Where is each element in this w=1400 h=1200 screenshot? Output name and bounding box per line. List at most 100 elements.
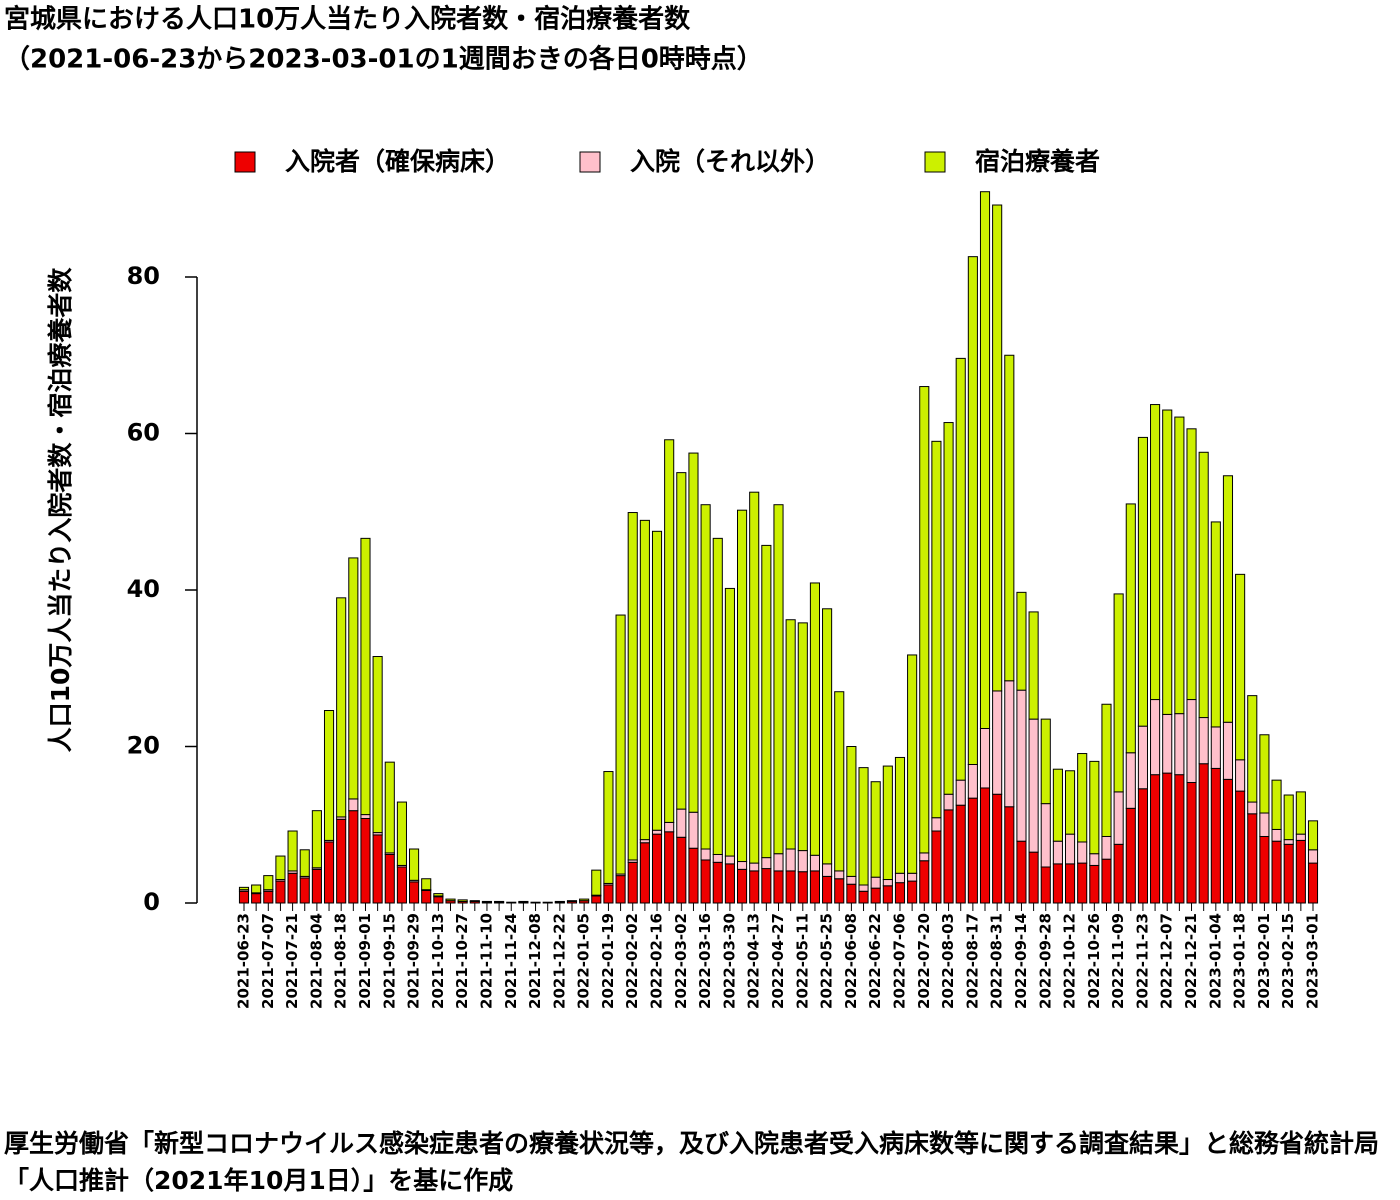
x-tick-label: 2022-05-11 — [793, 913, 811, 1009]
bar-segment — [724, 855, 735, 865]
bar-segment — [749, 870, 760, 904]
bar-segment — [894, 756, 906, 874]
bar-segment — [311, 868, 322, 904]
bar-segment — [591, 895, 602, 904]
bar-segment — [1186, 781, 1197, 904]
bar-segment — [1089, 864, 1100, 904]
bar-segment — [336, 597, 347, 818]
legend-swatch — [234, 151, 256, 173]
bar-segment — [919, 386, 930, 854]
bar-segment — [664, 439, 675, 823]
bar-segment — [1052, 768, 1063, 842]
bar-segment — [1295, 839, 1306, 904]
bar-segment — [943, 793, 954, 811]
bar-segment — [1064, 833, 1076, 865]
x-tick-label: 2021-08-04 — [307, 913, 325, 1009]
bar-segment — [773, 504, 784, 855]
bar-segment — [1028, 718, 1039, 853]
bar-segment — [773, 853, 784, 872]
bar-segment — [712, 853, 723, 863]
bar-segment — [1028, 851, 1039, 904]
bar-segment — [1186, 428, 1197, 701]
bar-segment — [773, 870, 784, 904]
bar-segment — [603, 884, 614, 904]
bar-segment — [506, 901, 517, 904]
bar-segment — [907, 872, 918, 882]
bar-segment — [1247, 695, 1258, 803]
x-tick-label: 2023-02-01 — [1255, 913, 1273, 1009]
bar-segment — [846, 883, 857, 904]
bar-segment — [384, 761, 395, 854]
bar-segment — [1307, 849, 1319, 864]
bar-segment — [822, 875, 833, 904]
bar-segment — [712, 861, 723, 904]
chart: 宮城県における人口10万人当たり入院者数・宿泊療養者数 （2021-06-23か… — [4, 4, 1322, 1009]
x-tick-label: 2021-10-27 — [453, 913, 471, 1009]
bar-segment — [664, 821, 675, 833]
x-tick-label: 2021-09-01 — [356, 913, 374, 1009]
bar-segment — [591, 869, 602, 896]
bar-segment — [421, 889, 432, 904]
bar-segment — [1210, 521, 1221, 728]
x-tick-label: 2021-09-29 — [405, 913, 423, 1009]
x-tick-label: 2022-05-25 — [818, 913, 836, 1009]
bar-segment — [688, 452, 699, 813]
x-tick-label: 2022-07-06 — [890, 913, 908, 1009]
bar-segment — [287, 872, 298, 904]
bar-segment — [1222, 721, 1234, 780]
bar-segment — [1162, 409, 1173, 715]
bar-segment — [1077, 841, 1088, 864]
bar-segment — [1125, 752, 1136, 809]
bar-segment — [1064, 770, 1076, 835]
bar-segment — [627, 512, 638, 861]
bar-segment — [311, 810, 322, 869]
bar-segment — [737, 509, 748, 863]
bar-segment — [761, 857, 772, 870]
bar-segment — [967, 797, 978, 904]
bar-segment — [1125, 503, 1136, 754]
bar-segment — [834, 691, 845, 872]
bar-segment — [1089, 760, 1100, 855]
bar-segment — [530, 901, 541, 904]
x-tick-label: 2021-07-21 — [283, 913, 301, 1009]
bar-segment — [1101, 835, 1112, 860]
bar-segment — [299, 849, 310, 877]
legend-swatch — [924, 151, 946, 173]
x-tick-label: 2022-02-16 — [648, 913, 666, 1009]
bar-segment — [749, 862, 760, 872]
bar-segment — [1259, 812, 1270, 837]
bar-segment — [433, 893, 444, 897]
x-tick-label: 2022-08-17 — [963, 913, 981, 1009]
bar-segment — [1077, 862, 1088, 904]
bar-segment — [1113, 593, 1124, 793]
bar-segment — [384, 853, 395, 904]
bar-segment — [809, 870, 820, 904]
legend-label: 入院者（確保病床） — [285, 147, 510, 176]
bar-segment — [676, 836, 687, 904]
x-tick-label: 2021-07-07 — [259, 913, 277, 1009]
y-axis-label: 人口10万人当たり入院者数・宿泊療養者数 — [46, 267, 75, 753]
bar-segment — [676, 472, 687, 810]
bar-segment — [785, 848, 796, 872]
bar-segment — [1283, 839, 1294, 845]
bar-segment — [979, 191, 991, 730]
bar-segment — [1174, 774, 1185, 904]
bar-segment — [1125, 807, 1136, 904]
legend-label: 入院（それ以外） — [630, 147, 830, 176]
bar-segment — [1247, 813, 1258, 904]
bar-segment — [797, 622, 808, 852]
bar-segment — [1004, 806, 1015, 904]
bar-segment — [700, 848, 711, 861]
bar-segment — [1210, 767, 1221, 904]
bar-segment — [967, 763, 978, 799]
bar-segment — [1235, 573, 1246, 761]
x-tick-label: 2021-11-24 — [502, 913, 520, 1009]
bar-segment — [931, 830, 942, 904]
bar-segment — [323, 710, 335, 841]
bar-segment — [1235, 759, 1246, 792]
bar-segment — [809, 582, 820, 856]
x-tick-label: 2021-12-22 — [550, 913, 568, 1009]
x-tick-label: 2022-06-08 — [842, 913, 860, 1009]
bar-segment — [1113, 791, 1124, 845]
